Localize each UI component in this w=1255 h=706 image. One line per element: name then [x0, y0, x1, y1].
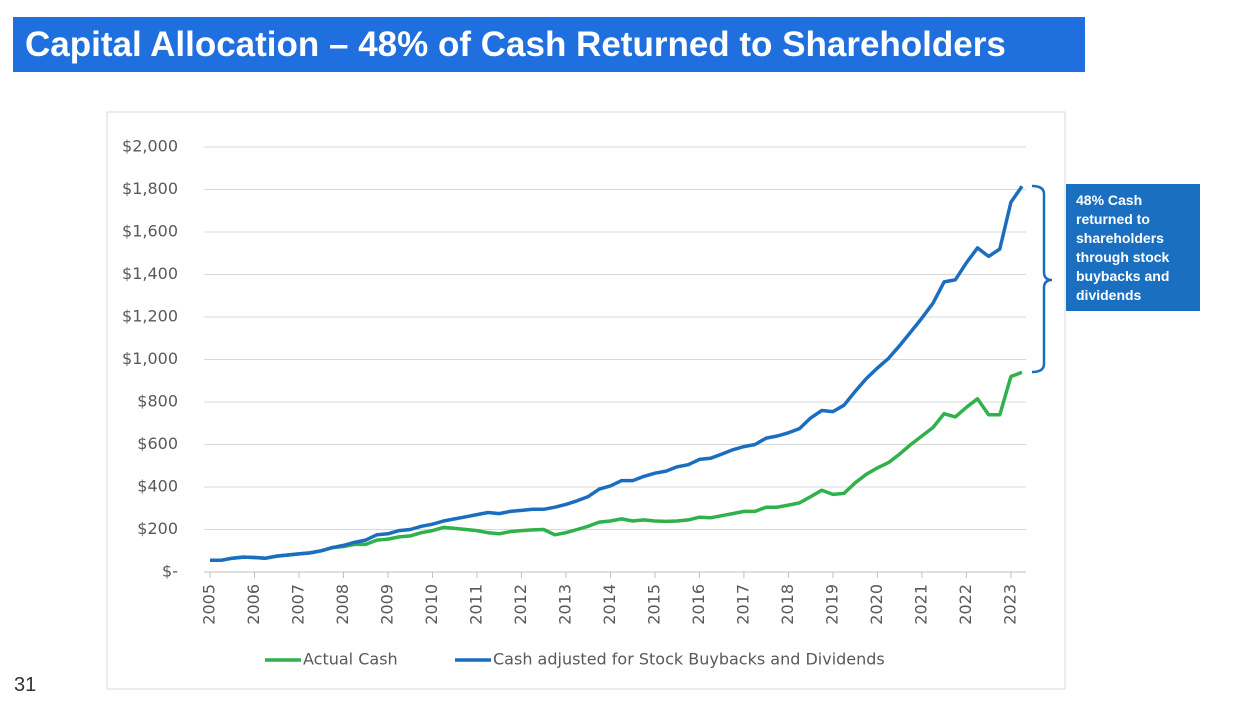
y-tick-label: $1,000 [122, 349, 178, 368]
x-tick-label: 2016 [689, 584, 708, 625]
line-series [210, 185, 1024, 563]
x-tick-label: 2010 [422, 584, 441, 625]
slide-title: Capital Allocation – 48% of Cash Returne… [13, 17, 1085, 72]
x-tick-label: 2006 [244, 584, 263, 625]
x-tick-label: 2018 [778, 584, 797, 625]
x-tick-label: 2012 [511, 584, 530, 625]
brace [1031, 184, 1053, 374]
x-tick-label: 2009 [377, 584, 396, 625]
x-tick-label: 2020 [867, 584, 886, 625]
y-tick-label: $1,600 [122, 222, 178, 241]
y-tick-label: $2,000 [122, 137, 178, 156]
legend-label: Actual Cash [303, 650, 398, 669]
x-tick-label: 2013 [555, 584, 574, 625]
page-number: 31 [14, 674, 37, 696]
y-tick-label: $- [162, 562, 178, 581]
y-tick-label: $600 [137, 434, 178, 453]
x-tick-label: 2005 [200, 584, 219, 625]
annotation: 48% Cash returned to shareholders throug… [1066, 184, 1200, 311]
y-tick-label: $1,400 [122, 264, 178, 283]
x-tick-label: 2014 [600, 584, 619, 625]
x-tick-label: 2021 [911, 584, 930, 625]
x-tick-label: 2011 [466, 584, 485, 625]
y-tick-label: $400 [137, 477, 178, 496]
x-tick-label: 2019 [822, 584, 841, 625]
x-tick-label: 2017 [733, 584, 752, 625]
y-tick-label: $800 [137, 392, 178, 411]
x-tick-label: 2007 [288, 584, 307, 625]
legend-label: Cash adjusted for Stock Buybacks and Div… [493, 650, 885, 669]
x-tick-label: 2022 [956, 584, 975, 625]
chart-frame [106, 111, 1066, 690]
y-tick-label: $1,200 [122, 307, 178, 326]
y-tick-label: $1,800 [122, 179, 178, 198]
x-tick-label: 2015 [644, 584, 663, 625]
y-tick-label: $200 [137, 519, 178, 538]
x-tick-label: 2008 [333, 584, 352, 625]
x-tick-label: 2023 [1000, 584, 1019, 625]
